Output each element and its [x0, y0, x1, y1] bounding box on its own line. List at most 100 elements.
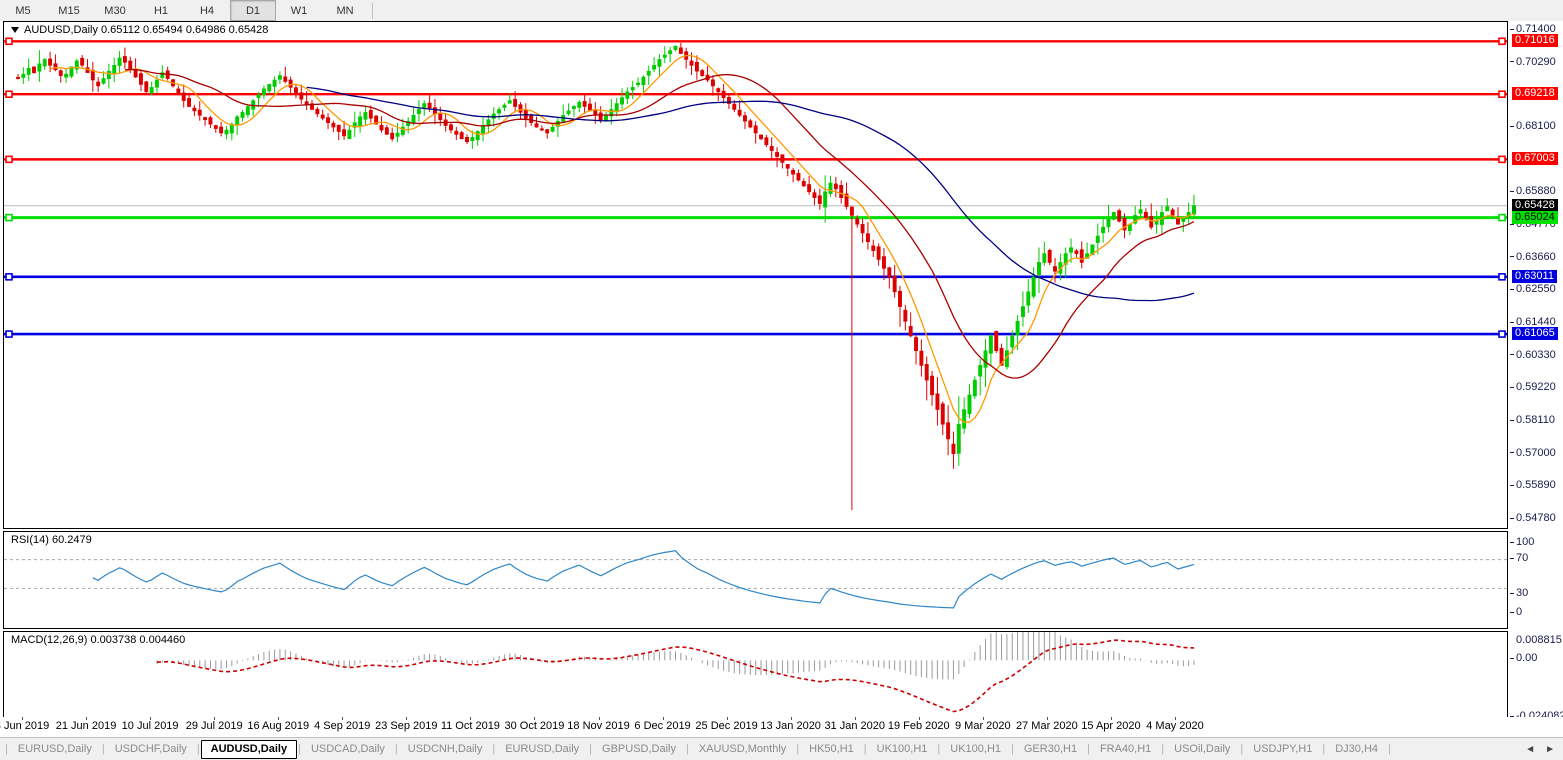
chart-tab-audusd-daily[interactable]: AUDUSD,Daily	[200, 739, 298, 759]
level-handle[interactable]	[5, 273, 13, 281]
price-level-tag-0.63011[interactable]: 0.63011	[1512, 269, 1557, 283]
candlestick	[261, 85, 266, 99]
level-handle[interactable]	[1498, 155, 1506, 164]
tab-divider: |	[196, 743, 200, 755]
price-level-tag-0.61065[interactable]: 0.61065	[1512, 327, 1558, 341]
chart-tab-bar: | EURUSD,Daily | USDCHF,Daily | AUDUSD,Daily |…	[0, 737, 1563, 760]
candlestick	[26, 58, 31, 81]
tab-prev-arrow[interactable]: ◄	[1525, 743, 1536, 755]
price-tick-0.62550: 0.62550	[1510, 284, 1556, 295]
price-chart-canvas[interactable]	[4, 22, 1507, 528]
date-tick-mark	[278, 717, 280, 720]
candlestick	[432, 99, 437, 125]
chart-tab-usdcad-daily[interactable]: USDCAD,Daily	[310, 743, 385, 755]
chart-tab-dj30-h4[interactable]: DJ30,H4	[1335, 743, 1379, 755]
candlestick	[363, 106, 368, 126]
level-handle[interactable]	[1498, 330, 1506, 338]
candlestick	[801, 178, 806, 188]
candlestick	[930, 370, 935, 406]
timeframe-button-h4[interactable]: H4	[199, 4, 215, 17]
chart-tab-eurusd-daily[interactable]: EURUSD,Daily	[505, 743, 580, 755]
timeframe-button-m5[interactable]: M5	[15, 4, 31, 17]
candlestick	[256, 91, 261, 107]
level-handle[interactable]	[1498, 37, 1506, 46]
level-handle[interactable]	[5, 155, 13, 164]
candlestick	[251, 98, 256, 117]
chart-tab-fra40-h1[interactable]: FRA40,H1	[1099, 743, 1152, 755]
date-label: 10 Jul 2019	[121, 720, 179, 732]
candlestick	[759, 134, 763, 141]
candlestick	[475, 130, 480, 146]
price-chart-pane[interactable]: AUDUSD,Daily 0.65112 0.65494 0.64986 0.6…	[3, 21, 1508, 529]
level-handle[interactable]	[5, 330, 13, 338]
rsi-tick-30: 30	[1510, 588, 1528, 599]
candlestick	[277, 71, 282, 84]
level-handle[interactable]	[1498, 213, 1506, 222]
timeframe-button-h1[interactable]: H1	[153, 4, 169, 17]
candlestick	[700, 68, 705, 77]
macd-chart-canvas[interactable]	[4, 632, 1507, 724]
candlestick	[865, 222, 870, 250]
price-level-tag-0.65024[interactable]: 0.65024	[1512, 210, 1558, 224]
price-axis-scale[interactable]: 0.71400 0.70290 0.68100 0.65880 0.64770 0.636…	[1510, 21, 1563, 529]
candlestick	[502, 103, 507, 112]
tab-divider: |	[1322, 743, 1326, 755]
toolbar-divider	[372, 2, 373, 19]
price-level-tag-0.67003[interactable]: 0.67003	[1512, 152, 1558, 166]
tab-divider: |	[937, 743, 941, 755]
candlestick	[721, 83, 726, 104]
tab-next-arrow[interactable]: ►	[1545, 743, 1555, 755]
candlestick	[320, 109, 325, 121]
timeframe-button-m30[interactable]: M30	[104, 4, 126, 17]
candlestick	[641, 75, 646, 94]
macd-indicator-pane[interactable]: MACD(12,26,9) 0.003738 0.004460	[3, 631, 1508, 725]
candlestick	[1181, 216, 1186, 233]
candlestick	[192, 104, 197, 116]
chart-tab-hk50-h1[interactable]: HK50,H1	[809, 743, 854, 755]
chart-tab-usdchf-daily[interactable]: USDCHF,Daily	[114, 743, 187, 755]
level-handle[interactable]	[5, 90, 13, 98]
candlestick	[978, 359, 983, 396]
chart-tab-eurusd-daily[interactable]: EURUSD,Daily	[17, 743, 92, 755]
chart-tab-usdjpy-h1[interactable]: USDJPY,H1	[1253, 743, 1313, 755]
level-handle[interactable]	[1498, 90, 1506, 98]
chart-tab-usdcnh-daily[interactable]: USDCNH,Daily	[407, 743, 483, 755]
timeframe-button-d1[interactable]: D1	[230, 0, 276, 21]
candlestick	[294, 84, 298, 99]
timeframe-button-mn[interactable]: MN	[336, 4, 354, 17]
timeframe-button-m15[interactable]: M15	[58, 4, 80, 17]
date-label: 4 May 2020	[1146, 720, 1204, 732]
candlestick	[999, 343, 1004, 366]
candlestick	[299, 84, 304, 104]
candlestick	[267, 83, 272, 95]
chevron-down-icon[interactable]	[11, 27, 19, 33]
timeframe-button-w1[interactable]: W1	[290, 4, 308, 17]
date-tick-mark	[534, 717, 536, 720]
candlestick	[470, 130, 475, 149]
tab-divider: |	[1161, 743, 1165, 755]
price-level-tag-0.65428[interactable]: 0.65428	[1512, 198, 1558, 212]
rsi-chart-canvas[interactable]	[4, 532, 1507, 628]
price-tick-0.57000: 0.57000	[1510, 447, 1556, 459]
chart-tab-uk100-h1[interactable]: UK100,H1	[950, 743, 1002, 755]
level-handle[interactable]	[5, 213, 13, 222]
chart-tab-usoil-daily[interactable]: USOil,Daily	[1174, 743, 1231, 755]
chart-tab-xauusd-monthly[interactable]: XAUUSD,Monthly	[698, 743, 787, 755]
price-level-tag-0.69218[interactable]: 0.69218	[1512, 87, 1558, 101]
chart-tab-uk100-h1[interactable]: UK100,H1	[876, 743, 928, 755]
date-label: 25 Dec 2019	[695, 720, 758, 732]
chart-tab-ger30-h1[interactable]: GER30,H1	[1023, 743, 1078, 755]
date-tick-mark	[1110, 717, 1112, 720]
rsi-indicator-pane[interactable]: RSI(14) 60.2479	[3, 531, 1508, 629]
candlestick	[582, 94, 587, 115]
macd-signal-line	[156, 639, 1195, 713]
candlestick	[1020, 291, 1025, 327]
chart-tab-gbpusd-daily[interactable]: GBPUSD,Daily	[602, 743, 676, 755]
candlestick	[737, 100, 742, 118]
candlestick	[352, 111, 357, 138]
candlestick	[726, 93, 731, 109]
price-level-tag-0.71016[interactable]: 0.71016	[1512, 34, 1558, 48]
level-handle[interactable]	[5, 37, 13, 46]
tab-divider: |	[685, 743, 689, 755]
level-handle[interactable]	[1498, 273, 1506, 281]
